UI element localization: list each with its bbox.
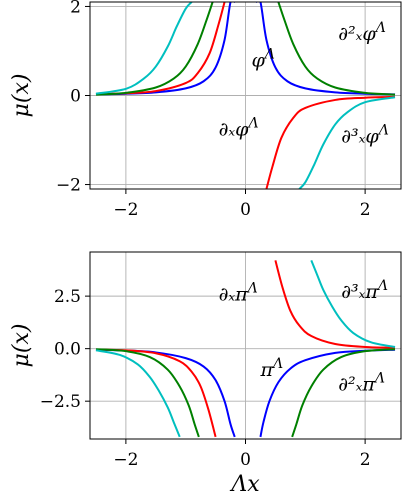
curve-annotation: ∂²ₓπΛ [338, 371, 385, 396]
y-tick-label: 0.0 [54, 340, 81, 360]
series-line-1 [95, 348, 217, 438]
y-axis-label: μ(x) [9, 74, 34, 118]
curve-annotation: ∂²ₓφΛ [338, 20, 386, 45]
series-line-1 [265, 95, 396, 189]
series-line-2 [291, 348, 396, 438]
x-tick-label: 2 [360, 200, 371, 220]
series-line-0 [255, 2, 396, 96]
series-line-2 [277, 2, 396, 96]
x-tick-label: 0 [240, 450, 251, 470]
bottom-chart-panel: −2 0 2 2.5 0.0 −2.5 μ(x) Λx ∂ₓπΛ ∂³ₓπΛ πΛ ∂²ₓπΛ [9, 251, 402, 495]
series-line-2 [95, 2, 214, 96]
x-tick-label: 2 [360, 450, 371, 470]
curve-annotation: πΛ [259, 356, 283, 381]
y-tick-label: −2 [56, 176, 81, 196]
curve-annotation: ∂³ₓπΛ [341, 278, 388, 303]
curve-annotation: ∂ₓφΛ [219, 116, 259, 141]
series-line-2 [95, 348, 200, 438]
series-line-3 [298, 96, 396, 189]
series-line-3 [95, 2, 193, 95]
curve-annotation: ∂³ₓφΛ [341, 122, 389, 147]
series-line-0 [259, 348, 396, 438]
y-tick-label: −2.5 [40, 392, 81, 412]
x-tick-label: −2 [113, 450, 138, 470]
series-line-1 [274, 260, 396, 349]
series-line-3 [95, 349, 181, 438]
y-tick-label: 2.5 [54, 287, 81, 307]
series-line-3 [310, 260, 396, 348]
series-line-0 [95, 2, 236, 96]
y-tick-label: 0 [70, 87, 81, 107]
curve-annotation: φΛ [251, 47, 274, 72]
y-axis-label: μ(x) [9, 324, 34, 368]
x-tick-label: −2 [113, 200, 138, 220]
y-tick-label: 2 [70, 0, 81, 17]
curve-annotation: ∂ₓπΛ [219, 280, 258, 305]
series-line-0 [95, 348, 236, 438]
x-axis-label: Λx [229, 472, 260, 495]
x-tick-label: 0 [240, 200, 251, 220]
top-chart-panel: −2 0 2 −2 0 2 μ(x) ∂²ₓφΛ φΛ ∂ₓφΛ ∂³ₓφΛ [9, 0, 402, 220]
